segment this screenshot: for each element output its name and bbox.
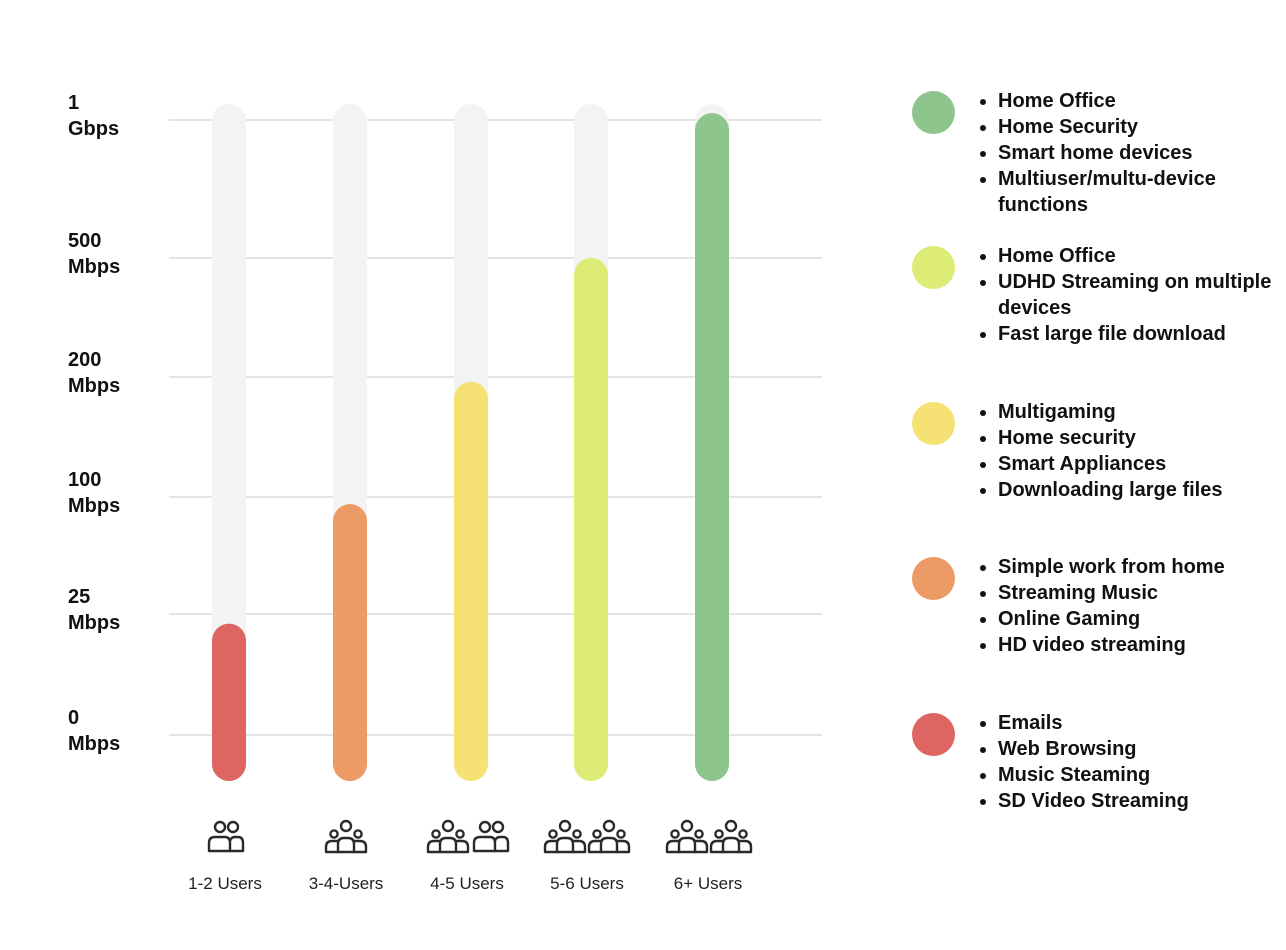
legend-item: Home Office <box>998 88 1280 114</box>
bar <box>212 623 246 781</box>
legend-item: SD Video Streaming <box>998 788 1189 814</box>
y-tick-label: 200 Mbps <box>68 349 120 397</box>
legend-item: Home security <box>998 425 1222 451</box>
y-tick-label-line: Mbps <box>68 495 120 517</box>
y-tick-label-line: Mbps <box>68 612 120 634</box>
legend-list: EmailsWeb BrowsingMusic SteamingSD Video… <box>978 710 1189 814</box>
legend-color-dot <box>912 402 955 445</box>
legend-item: Simple work from home <box>998 554 1225 580</box>
y-tick-label: 25 Mbps <box>68 586 120 634</box>
legend-item: Home Office <box>998 243 1280 269</box>
two-groups-icon <box>665 819 753 854</box>
legend-list: Home OfficeHome SecuritySmart home devic… <box>978 88 1280 218</box>
legend-color-dot <box>912 246 955 289</box>
x-axis-labels: 1-2 Users 3-4-Users 4-5 Users 5-6 Users 6+ U… <box>188 874 742 893</box>
legend-item: Fast large file download <box>998 321 1280 347</box>
y-tick-label: 500 Mbps <box>68 230 120 278</box>
bar-track <box>212 104 246 781</box>
bar <box>695 113 729 782</box>
x-tick-label: 1-2 Users <box>188 874 262 893</box>
y-tick-label-line: 100 <box>68 469 101 491</box>
legend-item: Home Security <box>998 114 1280 140</box>
legend-item: Multigaming <box>998 399 1222 425</box>
legend-item: Web Browsing <box>998 736 1189 762</box>
legend-item: Multiuser/multu-device functions <box>998 166 1280 218</box>
two-people-icon <box>207 820 245 853</box>
legend-item: Music Steaming <box>998 762 1189 788</box>
category-icons <box>207 819 753 854</box>
bar <box>574 258 608 781</box>
legend-color-dot <box>912 91 955 134</box>
group-and-pair-icon <box>426 819 510 854</box>
legend-color-dot <box>912 713 955 756</box>
y-tick-label: 0 Mbps <box>68 707 120 755</box>
y-tick-label-line: 25 <box>68 586 90 608</box>
legend-list: Simple work from homeStreaming MusicOnli… <box>978 554 1225 658</box>
legend-item: Downloading large files <box>998 477 1222 503</box>
x-tick-label: 3-4-Users <box>309 874 384 893</box>
legend-color-dot <box>912 557 955 600</box>
legend-item: Emails <box>998 710 1189 736</box>
y-tick-label: 100 Mbps <box>68 469 120 517</box>
legend-list: MultigamingHome securitySmart Appliances… <box>978 399 1222 503</box>
y-axis-ticks: 0 Mbps 25 Mbps 100 Mbps 200 Mbps 500 Mbps 1 Gbps <box>68 92 120 755</box>
x-tick-label: 5-6 Users <box>550 874 624 893</box>
x-tick-label: 4-5 Users <box>430 874 504 893</box>
bar <box>333 504 367 781</box>
legend-item: Online Gaming <box>998 606 1225 632</box>
y-tick-label-line: 500 <box>68 230 101 252</box>
bandwidth-chart: 0 Mbps 25 Mbps 100 Mbps 200 Mbps 500 Mbps 1 Gbps 1-… <box>68 92 822 893</box>
y-tick-label-line: Mbps <box>68 375 120 397</box>
legend-list: Home OfficeUDHD Streaming on multiple de… <box>978 243 1280 347</box>
y-tick-label-line: Mbps <box>68 256 120 278</box>
y-tick-label-line: Mbps <box>68 733 120 755</box>
legend-item: Smart Appliances <box>998 451 1222 477</box>
y-tick-label-line: 200 <box>68 349 101 371</box>
y-tick-label-line: 0 <box>68 707 79 729</box>
y-tick-label: 1 Gbps <box>68 92 119 140</box>
legend-item: HD video streaming <box>998 632 1225 658</box>
bars <box>212 113 729 782</box>
two-groups-icon <box>543 819 631 854</box>
bar <box>454 381 488 781</box>
legend-item: UDHD Streaming on multiple devices <box>998 269 1280 321</box>
group-of-three-icon <box>324 819 368 854</box>
x-tick-label: 6+ Users <box>674 874 743 893</box>
y-tick-label-line: Gbps <box>68 118 119 140</box>
legend-item: Smart home devices <box>998 140 1280 166</box>
legend-item: Streaming Music <box>998 580 1225 606</box>
y-tick-label-line: 1 <box>68 92 79 114</box>
